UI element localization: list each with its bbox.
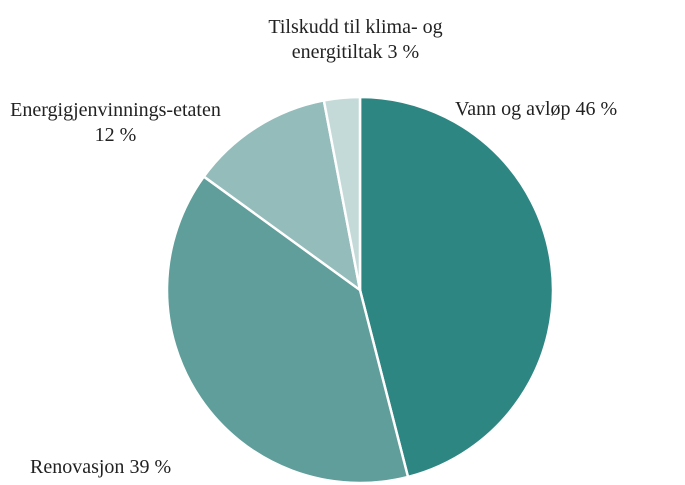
value-label: 12 %: [94, 124, 137, 146]
value-label: 3 %: [387, 41, 420, 63]
pie-slice: [165, 174, 410, 485]
category-label: Tilskudd til klima- og energitiltak: [268, 16, 443, 63]
pie-slice: [358, 95, 555, 479]
pie-slice: [202, 98, 362, 293]
value-label: 46 %: [575, 98, 618, 120]
category-label: Renovasjon: [30, 456, 125, 478]
pie-slice: [322, 95, 362, 291]
category-label: Vann og avløp: [455, 98, 571, 120]
value-label: 39 %: [129, 456, 172, 478]
slice-label: Vann og avløp 46 %: [455, 97, 685, 122]
slice-label: Tilskudd til klima- og energitiltak 3 %: [228, 15, 483, 65]
slice-label: Energigjenvinnings-etaten 12 %: [8, 98, 223, 148]
category-label: Energigjenvinnings-etaten: [10, 99, 221, 121]
slice-label: Renovasjon 39 %: [30, 455, 260, 480]
